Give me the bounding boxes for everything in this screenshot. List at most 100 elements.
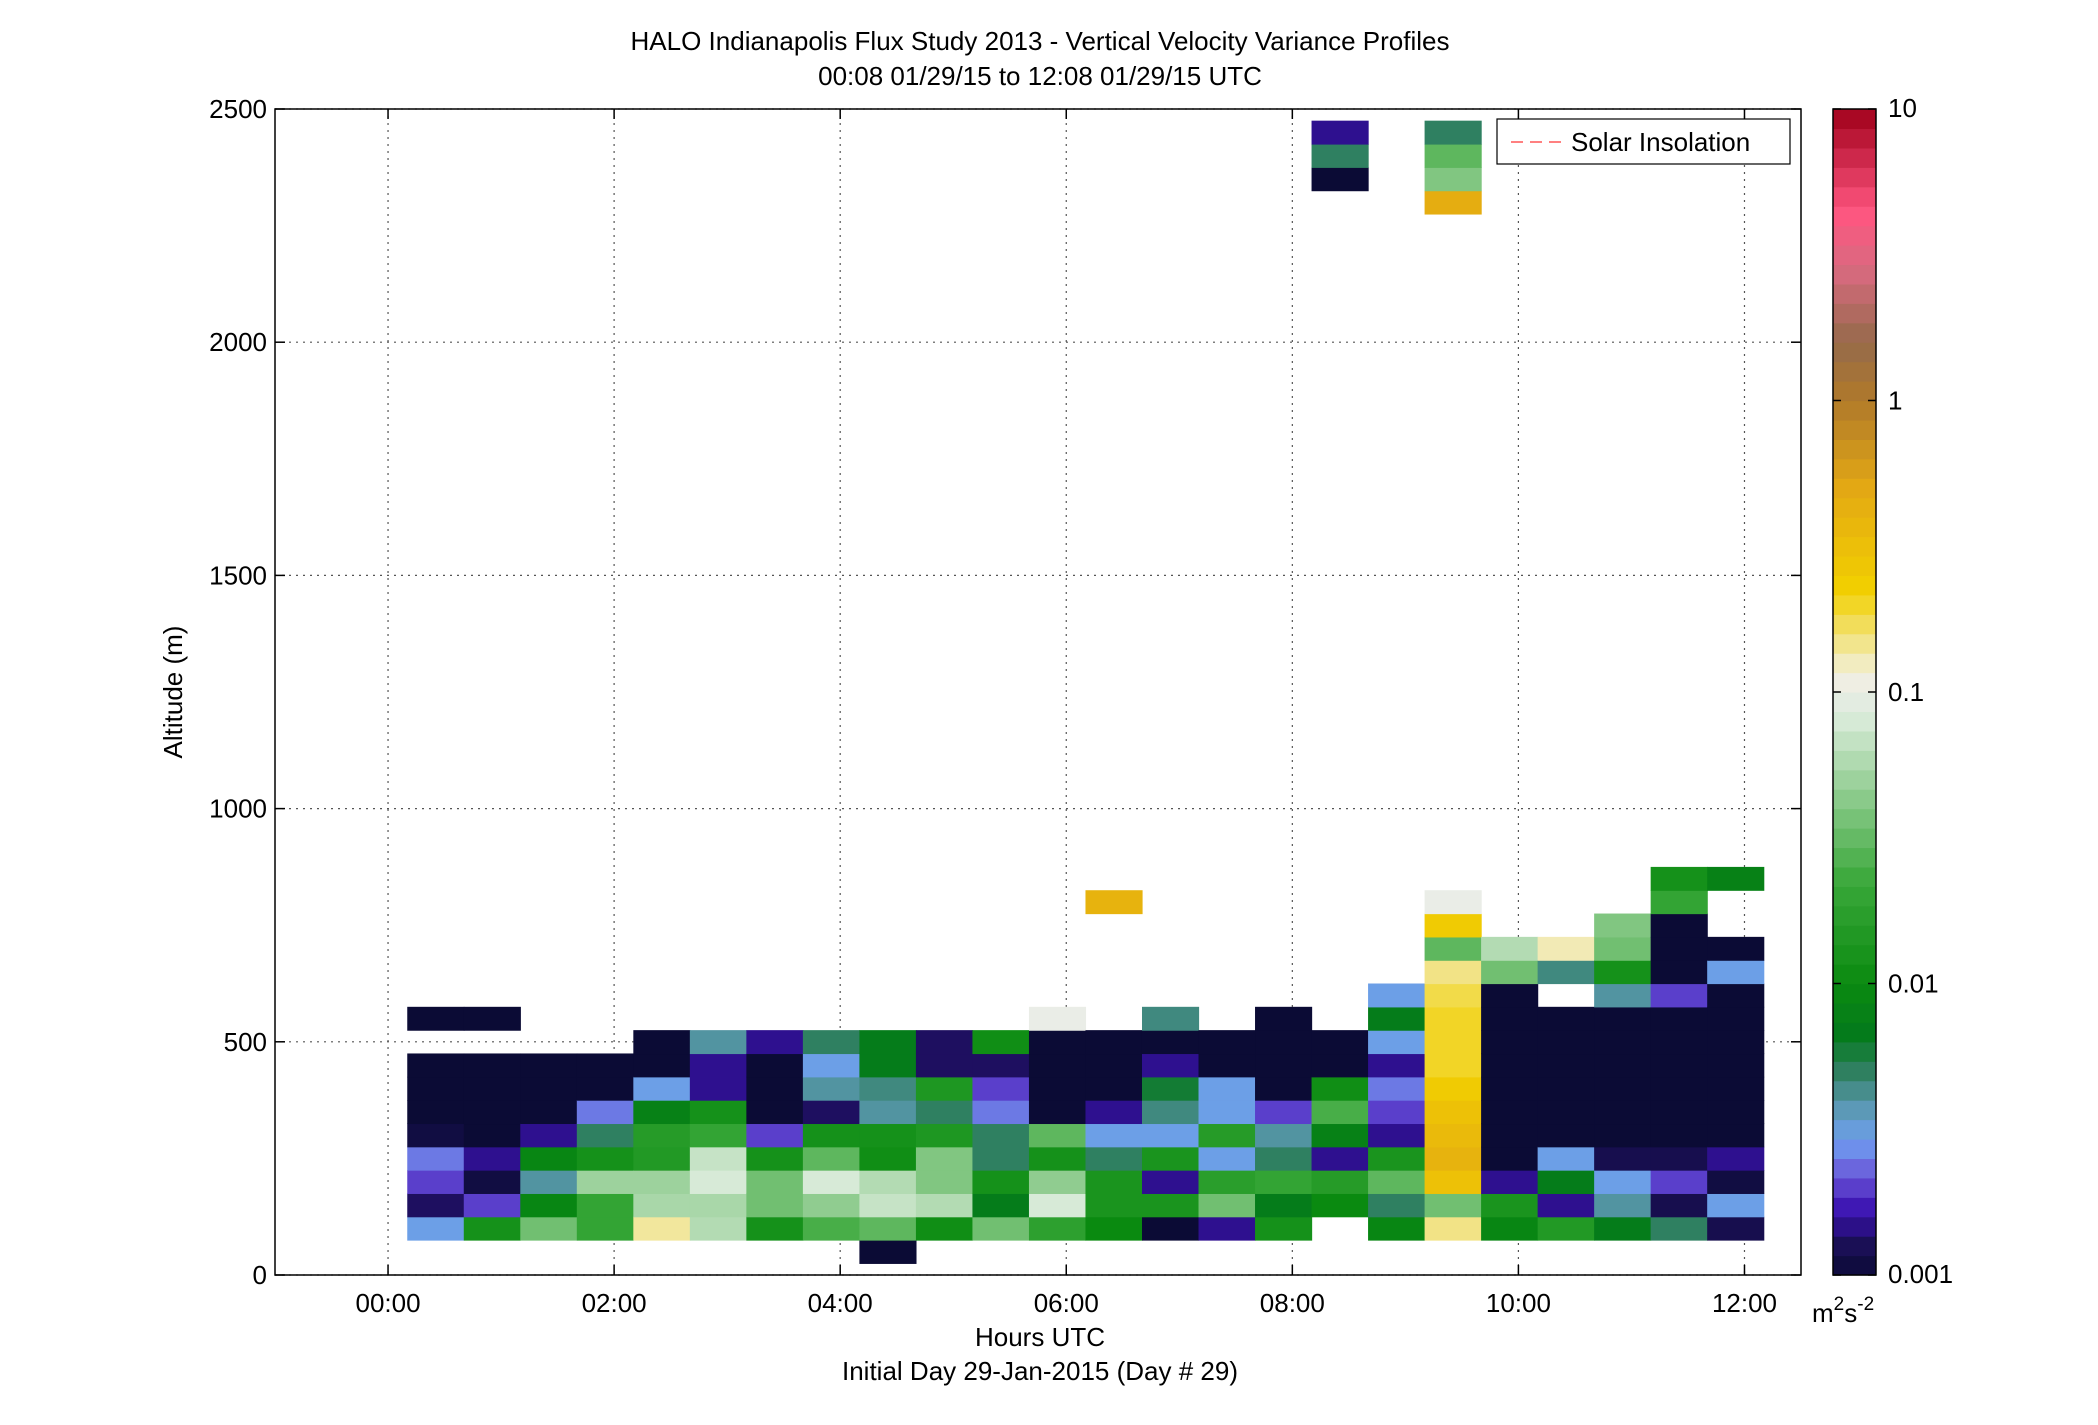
heatmap-cell [972,1123,1030,1148]
heatmap-cell [407,1216,465,1241]
colorbar-segment [1833,575,1876,596]
heatmap-cell [1650,890,1708,915]
colorbar-segment [1833,964,1876,985]
heatmap-cell [1424,983,1482,1008]
heatmap-cell [463,1170,521,1194]
heatmap-cell [972,1030,1030,1055]
heatmap-cell [859,1170,917,1194]
heatmap-cell [576,1076,634,1101]
heatmap-cell [1028,1053,1087,1078]
colorbar-segment [1833,1041,1876,1062]
heatmap-cell [1424,960,1482,985]
heatmap-cell [1707,983,1765,1008]
colorbar-segment [1833,1061,1876,1082]
y-tick-label: 2500 [209,94,267,124]
chart-subtitle: 00:08 01/29/15 to 12:08 01/29/15 UTC [818,61,1262,91]
heatmap-cell [746,1053,804,1078]
heatmap-cell [1424,1193,1482,1218]
heatmap-cell [746,1076,804,1101]
heatmap-cell [1368,1100,1426,1125]
heatmap-cell [1424,936,1482,961]
heatmap-cell [1255,1170,1313,1194]
y-tick-label: 2000 [209,327,267,357]
legend-label-solar-insolation: Solar Insolation [1571,127,1750,157]
heatmap-cell [689,1193,747,1218]
heatmap-cell [1368,1193,1426,1218]
heatmap-cell [1537,1053,1595,1078]
heatmap-cell [1707,1076,1765,1101]
heatmap-cell [1650,1053,1708,1078]
heatmap-cell [1594,1123,1652,1148]
heatmap-cell [1085,1030,1143,1055]
y-axis-label: Altitude (m) [158,626,188,759]
colorbar-units-sup1: 2 [1834,1294,1845,1315]
heatmap-cell [859,1146,917,1171]
heatmap-cell [1311,120,1369,145]
heatmap-cell [1481,960,1539,985]
heatmap-cell [1707,936,1765,961]
x-axis-label: Hours UTC [975,1322,1105,1352]
heatmap-cell [1311,1076,1369,1101]
heatmap-cell [1141,1053,1200,1078]
heatmap-cell [463,1006,521,1031]
colorbar-segment [1833,400,1876,421]
heatmap-cell [972,1053,1030,1078]
heatmap-cell [802,1170,861,1194]
x-tick-label: 12:00 [1712,1288,1777,1318]
heatmap-cell [1650,866,1708,891]
heatmap-cell [689,1216,747,1241]
colorbar-segment [1833,769,1876,790]
heatmap-cell [1311,1146,1369,1171]
heatmap-cell [576,1146,634,1171]
colorbar-segment [1833,1138,1876,1159]
heatmap-cell [1424,913,1482,938]
heatmap-cell [463,1216,521,1241]
heatmap-cell [1255,1053,1313,1078]
heatmap-cell [1481,1006,1539,1031]
heatmap-cell [1085,1193,1143,1218]
heatmap-cell [1594,960,1652,985]
colorbar-segment [1833,925,1876,946]
heatmap-cell [633,1100,691,1125]
heatmap-cell [689,1146,747,1171]
heatmap-cell [802,1146,861,1171]
heatmap-cell [1198,1076,1256,1101]
heatmap-cell [576,1216,634,1241]
heatmap-cell [746,1030,804,1055]
heatmap-cell [1707,1030,1765,1055]
heatmap-cell [915,1030,974,1055]
heatmap-cell [407,1123,465,1148]
heatmap-cell [746,1193,804,1218]
heatmap-cell [1707,866,1765,891]
heatmap-cell [1424,1170,1482,1194]
heatmap-cell [633,1170,691,1194]
colorbar-segment [1833,672,1876,693]
colorbar-segment [1833,225,1876,246]
x-tick-label: 10:00 [1486,1288,1551,1318]
heatmap-cell [1707,960,1765,985]
colorbar-segment [1833,322,1876,343]
heatmap-cell [1198,1100,1256,1125]
colorbar-segment [1833,1100,1876,1121]
heatmap-cell [1537,960,1595,985]
heatmap-cell [1255,1076,1313,1101]
heatmap-cell [802,1193,861,1218]
colorbar-segment [1833,750,1876,771]
y-tick-labels: 0 500 1000 1500 2000 2500 [209,94,267,1290]
heatmap-cell [1481,1123,1539,1148]
heatmap-cell [1198,1053,1256,1078]
heatmap-cell [1255,1193,1313,1218]
heatmap-cell [972,1193,1030,1218]
colorbar-units: m2s-2 [1812,1294,1874,1328]
x-tick-label: 04:00 [808,1288,873,1318]
heatmap-cell [1594,1146,1652,1171]
heatmap-cell [689,1123,747,1148]
heatmap-cell [1537,1216,1595,1241]
heatmap-cell [1311,1123,1369,1148]
heatmap-cell [1028,1076,1087,1101]
heatmap-cell [1368,1123,1426,1148]
heatmap-cell [802,1030,861,1055]
heatmap-cell [689,1076,747,1101]
heatmap-cell [1594,1100,1652,1125]
heatmap-cell [576,1193,634,1218]
